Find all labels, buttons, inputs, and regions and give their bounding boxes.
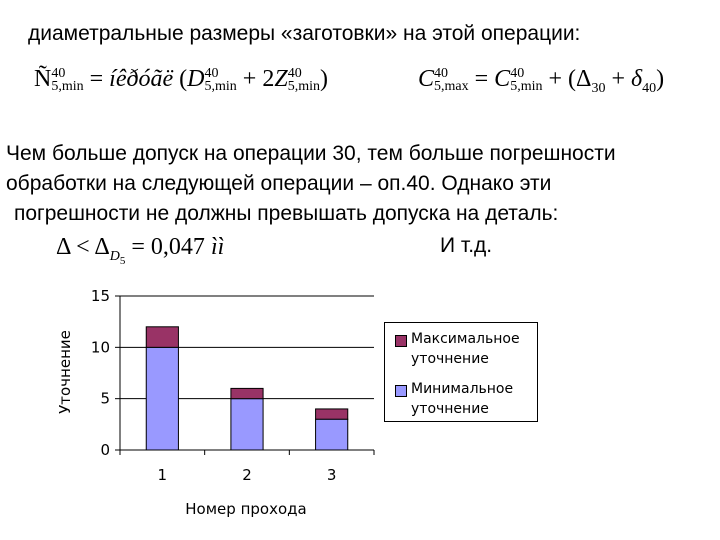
bar-max-2 xyxy=(230,387,264,400)
formula-blank-size: Ñ 40 5,min = íêðóãë (D 40 5,min + 2Z 40 5,min) xyxy=(34,66,328,95)
y-tick-label: 0 xyxy=(100,441,110,459)
paragraph-line-2: обработки на следующей операции – оп.40.… xyxy=(6,172,552,195)
legend-label-max-line2: уточнение xyxy=(411,351,489,367)
paragraph-line-1: Чем больше допуск на операции 30, тем бо… xyxy=(6,142,616,165)
bars xyxy=(145,326,349,451)
chart-legend: Максимальное уточнение Минимальное уточн… xyxy=(384,322,538,422)
legend-label-min-line1: Минимальное xyxy=(411,381,514,397)
formula-max-size: C 40 5,max = C 40 5,min + (Δ30 + δ40) xyxy=(418,66,665,96)
axes xyxy=(115,295,375,455)
bar-max-1 xyxy=(145,326,179,348)
paragraph-line-3: погрешности не должны превышать допуска … xyxy=(14,202,559,225)
bar-min-2 xyxy=(230,398,264,451)
y-tick-label: 15 xyxy=(91,287,110,305)
etc-text: И т.д. xyxy=(440,234,493,257)
bar-max-3 xyxy=(315,408,349,420)
x-tick-label: 2 xyxy=(242,466,252,484)
heading: диаметральные размеры «заготовки» на это… xyxy=(28,22,581,45)
y-tick-label: 10 xyxy=(91,338,110,356)
y-axis-label: Уточнение xyxy=(56,330,74,414)
legend-label-max-line1: Максимальное xyxy=(411,331,520,347)
formula-tolerance: Δ < ΔD5 = 0,047 ìì xyxy=(56,234,225,267)
x-tick-label: 3 xyxy=(327,466,337,484)
tick-labels: 0 5 10 15 1 2 3 xyxy=(91,287,337,484)
x-axis-label: Номер прохода xyxy=(185,500,306,518)
y-tick-label: 5 xyxy=(100,390,110,408)
legend-label-min-line2: уточнение xyxy=(411,401,489,417)
x-tick-label: 1 xyxy=(158,466,168,484)
bar-min-1 xyxy=(145,346,179,451)
legend-swatch-max xyxy=(395,335,407,347)
bar-min-3 xyxy=(315,418,349,451)
legend-swatch-min xyxy=(395,385,407,397)
